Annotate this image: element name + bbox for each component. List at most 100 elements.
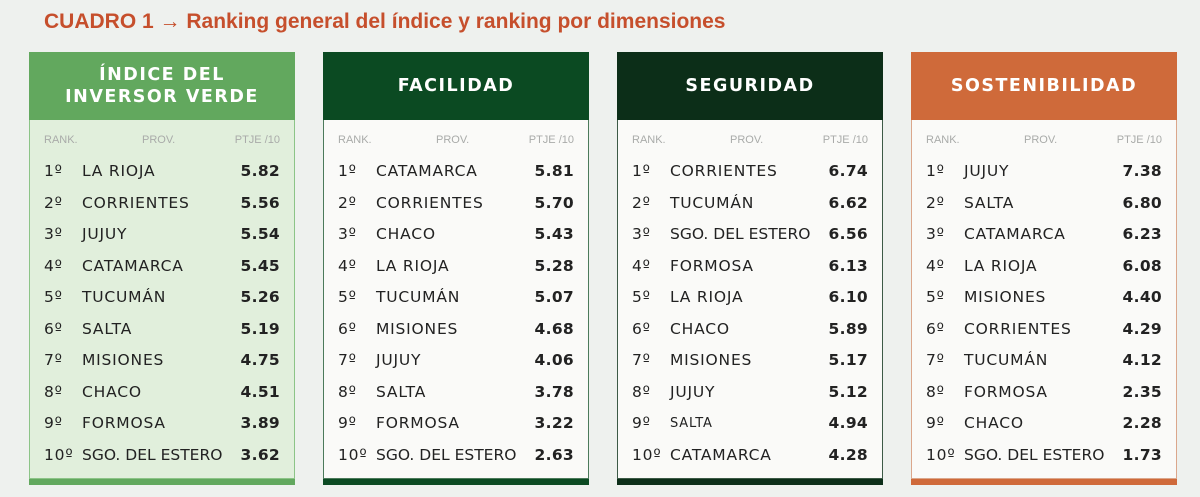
- score: 6.10: [828, 288, 868, 306]
- province: CORRIENTES: [964, 319, 1072, 338]
- table-row: 1º JUJUY 7.38: [912, 162, 1176, 186]
- province: CORRIENTES: [670, 162, 778, 180]
- card-bottom-bar: [323, 479, 589, 485]
- table-row: 6º MISIONES 4.68: [324, 320, 588, 344]
- card-title-text: FACILIDAD: [397, 76, 515, 96]
- province: JUJUY: [670, 382, 716, 401]
- rank: 4º: [44, 256, 63, 275]
- table-row: 2º TUCUMÁN 6.62: [618, 194, 882, 218]
- table-row: 8º FORMOSA 2.35: [912, 383, 1176, 407]
- table-row: 9º FORMOSA 3.89: [30, 414, 294, 438]
- col-prov: PROV.: [1024, 134, 1058, 146]
- col-prov: PROV.: [730, 134, 764, 146]
- rank: 8º: [926, 382, 945, 401]
- table-row: 1º CORRIENTES 6.74: [618, 162, 882, 186]
- score: 5.89: [828, 319, 868, 338]
- score: 5.19: [240, 319, 280, 338]
- table-row: 2º CORRIENTES 5.70: [324, 194, 588, 218]
- province: FORMOSA: [82, 414, 166, 432]
- province: JUJUY: [82, 225, 128, 243]
- province: LA RIOJA: [670, 288, 744, 306]
- province: FORMOSA: [964, 382, 1048, 401]
- table-row: 1º CATAMARCA 5.81: [324, 162, 588, 186]
- col-score: PTJE /10: [234, 134, 280, 146]
- ranking-card: SEGURIDAD RANK. PROV. PTJE /10 1º CORRIE…: [617, 52, 883, 485]
- rank: 10º: [44, 445, 74, 464]
- table-row: 10º SGO. DEL ESTERO 2.63: [324, 446, 588, 470]
- province: TUCUMÁN: [82, 288, 167, 306]
- province: FORMOSA: [376, 414, 460, 432]
- province: TUCUMÁN: [376, 288, 461, 306]
- table-row: 2º SALTA 6.80: [912, 194, 1176, 218]
- score: 5.07: [534, 288, 574, 306]
- col-rank: RANK.: [926, 134, 960, 146]
- card-title: ÍNDICE DEL INVERSOR VERDE: [29, 52, 295, 120]
- table-row: 5º TUCUMÁN 5.07: [324, 288, 588, 312]
- province: CATAMARCA: [964, 225, 1066, 243]
- province: SALTA: [82, 319, 133, 338]
- ranking-card: FACILIDAD RANK. PROV. PTJE /10 1º CATAMA…: [323, 52, 589, 485]
- rank: 9º: [926, 414, 945, 432]
- rank: 5º: [632, 288, 651, 306]
- card-title-text: ÍNDICE DEL INVERSOR VERDE: [65, 65, 259, 107]
- score: 6.08: [1122, 256, 1162, 275]
- score: 4.28: [828, 445, 868, 464]
- province: CORRIENTES: [82, 193, 190, 212]
- rank: 6º: [44, 319, 63, 338]
- card-bottom-bar: [911, 479, 1177, 485]
- card-body: RANK. PROV. PTJE /10 1º CORRIENTES 6.74 …: [617, 120, 883, 479]
- score: 4.68: [534, 319, 574, 338]
- rank: 2º: [338, 193, 357, 212]
- table-title: CUADRO 1 → Ranking general del índice y …: [44, 10, 726, 33]
- score: 1.73: [1122, 445, 1162, 464]
- card-body: RANK. PROV. PTJE /10 1º JUJUY 7.38 2º SA…: [911, 120, 1177, 479]
- table-row: 3º JUJUY 5.54: [30, 225, 294, 249]
- rank: 9º: [338, 414, 357, 432]
- score: 5.54: [240, 225, 280, 243]
- province: LA RIOJA: [82, 162, 156, 180]
- rank: 6º: [926, 319, 945, 338]
- rank: 8º: [632, 382, 651, 401]
- rank: 10º: [632, 445, 662, 464]
- rank: 8º: [44, 382, 63, 401]
- col-rank: RANK.: [632, 134, 666, 146]
- rank: 1º: [926, 162, 945, 180]
- col-prov: PROV.: [142, 134, 176, 146]
- province: CATAMARCA: [82, 256, 184, 275]
- col-score: PTJE /10: [1116, 134, 1162, 146]
- province: MISIONES: [376, 319, 459, 338]
- table-row: 3º CATAMARCA 6.23: [912, 225, 1176, 249]
- score: 4.94: [828, 414, 868, 432]
- rank: 4º: [632, 256, 651, 275]
- rank: 1º: [338, 162, 357, 180]
- score: 4.06: [534, 351, 574, 369]
- rank: 3º: [44, 225, 63, 243]
- table-row: 4º CATAMARCA 5.45: [30, 257, 294, 281]
- score: 2.28: [1122, 414, 1162, 432]
- rank: 1º: [632, 162, 651, 180]
- rank: 8º: [338, 382, 357, 401]
- table-row: 2º CORRIENTES 5.56: [30, 194, 294, 218]
- province: SGO. DEL ESTERO: [82, 445, 223, 464]
- table-row: 8º CHACO 4.51: [30, 383, 294, 407]
- ranking-card: SOSTENIBILIDAD RANK. PROV. PTJE /10 1º J…: [911, 52, 1177, 485]
- rank: 6º: [632, 319, 651, 338]
- table-row: 3º CHACO 5.43: [324, 225, 588, 249]
- card-title: SOSTENIBILIDAD: [911, 52, 1177, 120]
- province: LA RIOJA: [376, 256, 450, 275]
- col-score: PTJE /10: [822, 134, 868, 146]
- rank: 7º: [338, 351, 357, 369]
- table-row: 5º TUCUMÁN 5.26: [30, 288, 294, 312]
- card-title: SEGURIDAD: [617, 52, 883, 120]
- score: 2.63: [534, 445, 574, 464]
- rank: 2º: [926, 193, 945, 212]
- province: CHACO: [376, 225, 436, 243]
- score: 3.22: [534, 414, 574, 432]
- rank: 4º: [926, 256, 945, 275]
- score: 6.74: [828, 162, 868, 180]
- score: 6.13: [828, 256, 868, 275]
- rank: 9º: [44, 414, 63, 432]
- score: 5.70: [534, 193, 574, 212]
- province: CORRIENTES: [376, 193, 484, 212]
- score: 5.82: [240, 162, 280, 180]
